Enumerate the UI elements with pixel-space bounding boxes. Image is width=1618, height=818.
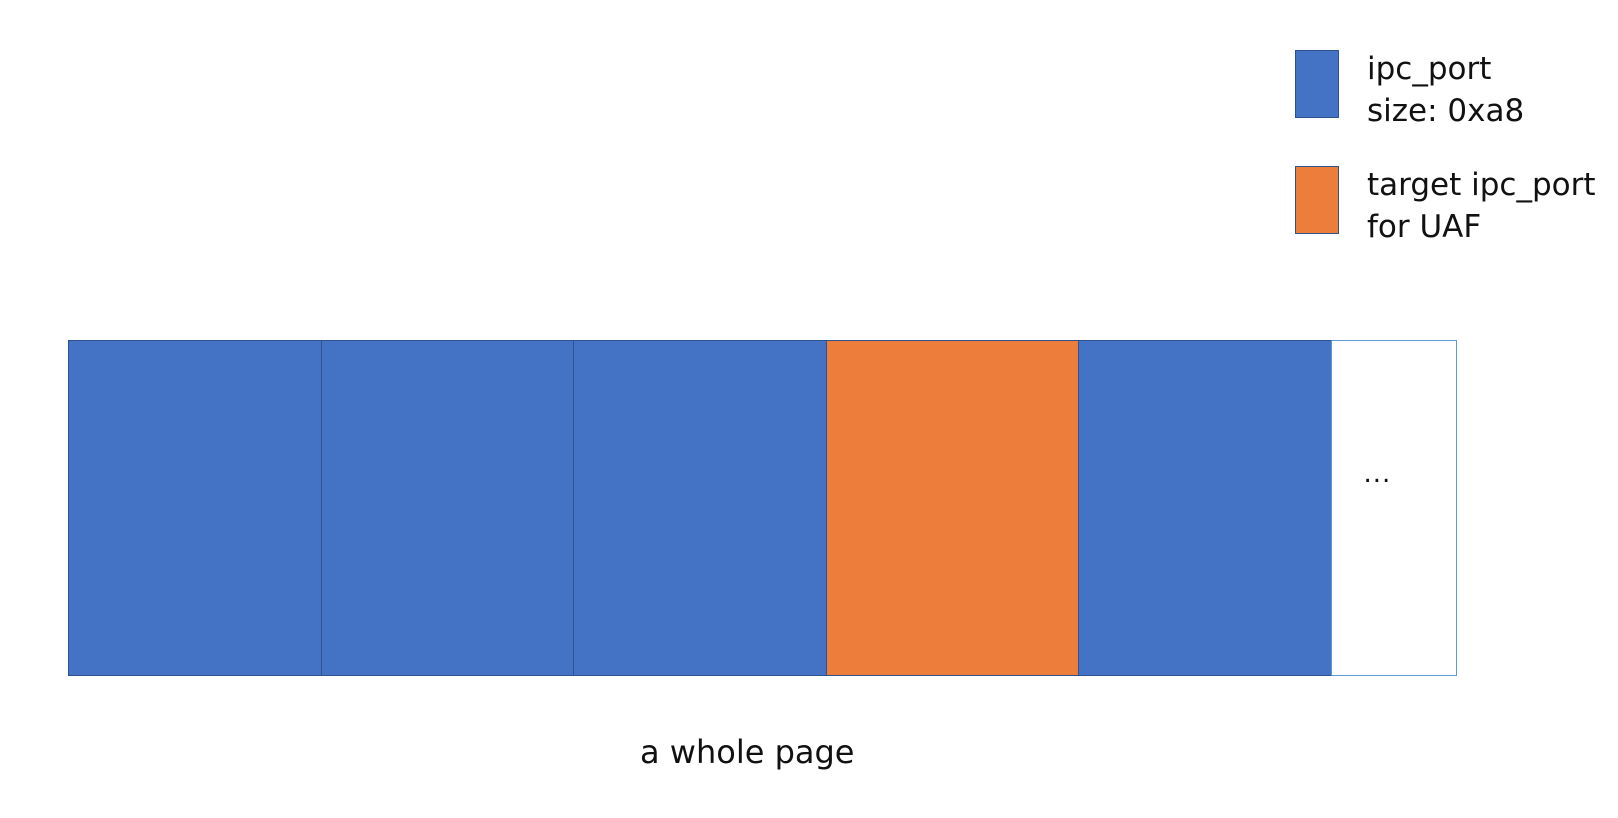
ipc-port-swatch bbox=[1295, 50, 1339, 118]
page-slot-2 bbox=[320, 340, 575, 676]
page-slot-3 bbox=[573, 340, 827, 676]
ipc-port-size: size: 0xa8 bbox=[1367, 93, 1525, 129]
memory-page: ... bbox=[68, 340, 1457, 676]
page-slot-continuation: ... bbox=[1330, 340, 1457, 676]
target-swatch bbox=[1295, 166, 1339, 234]
page-slot-4-target bbox=[825, 340, 1080, 676]
target-name: target ipc_port bbox=[1367, 167, 1596, 203]
target-legend-label: target ipc_port for UAF bbox=[1367, 164, 1596, 248]
page-slot-1 bbox=[68, 340, 322, 676]
target-purpose: for UAF bbox=[1367, 209, 1482, 245]
ipc-port-legend-label: ipc_port size: 0xa8 bbox=[1367, 48, 1524, 132]
ipc-port-name: ipc_port bbox=[1367, 51, 1492, 87]
continuation-ellipsis: ... bbox=[1363, 459, 1392, 489]
page-slot-5 bbox=[1078, 340, 1332, 676]
page-caption: a whole page bbox=[640, 733, 855, 771]
